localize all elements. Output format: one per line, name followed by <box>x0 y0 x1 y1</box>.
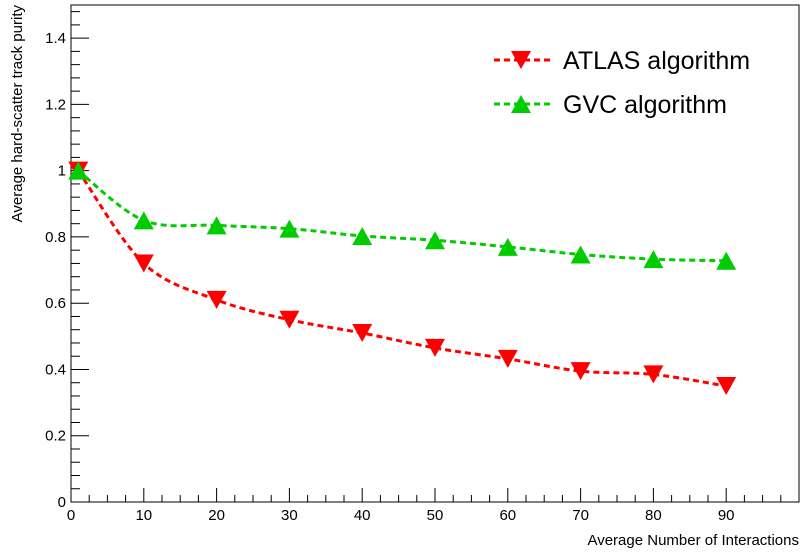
data-point <box>279 219 300 238</box>
x-tick-label: 40 <box>354 507 371 524</box>
plot-frame <box>70 4 800 503</box>
data-point <box>133 254 154 273</box>
series-layer <box>68 161 737 396</box>
legend-marker-atlas <box>511 51 531 69</box>
axes: 0 10 20 30 40 50 60 70 80 90 0 0.2 0.4 0.6 0.8 1 1.2 1.4 <box>45 11 800 524</box>
y-tick-label: 1.4 <box>45 30 66 47</box>
legend-label-gvc: GVC algorithm <box>563 91 727 119</box>
data-point <box>570 245 591 264</box>
y-tick-label: 0.2 <box>45 428 66 445</box>
x-tick-label: 90 <box>718 507 735 524</box>
x-tick-label: 80 <box>645 507 662 524</box>
x-tick-label: 30 <box>281 507 298 524</box>
x-tick-label: 20 <box>208 507 225 524</box>
data-point <box>279 310 300 329</box>
y-tick-label: 0 <box>58 494 66 511</box>
series-line <box>77 169 727 263</box>
data-point <box>570 362 591 381</box>
data-point <box>425 231 445 250</box>
data-point <box>643 250 664 269</box>
legend: ATLAS algorithm GVC algorithm <box>494 47 750 119</box>
x-tick-label: 60 <box>499 507 516 524</box>
data-point <box>716 377 737 396</box>
x-tick-label: 0 <box>67 507 75 524</box>
data-point <box>133 211 154 230</box>
y-tick-label: 1.2 <box>45 96 66 113</box>
y-axis-title: Average hard-scatter track purity <box>9 5 26 223</box>
series-atlas <box>68 161 737 396</box>
data-point <box>352 324 373 343</box>
data-point <box>352 226 373 245</box>
data-point <box>68 161 89 180</box>
data-point <box>206 216 227 235</box>
legend-marker-gvc <box>511 95 531 113</box>
series-line <box>77 169 727 388</box>
data-point <box>643 365 664 384</box>
y-tick-label: 0.8 <box>45 229 66 246</box>
y-tick-label: 1 <box>58 163 66 180</box>
y-tick-label: 0.6 <box>45 295 66 312</box>
legend-entry-gvc: GVC algorithm <box>494 91 727 119</box>
x-tick-label: 10 <box>135 507 152 524</box>
series-gvc <box>68 161 737 270</box>
x-tick-label: 70 <box>572 507 589 524</box>
legend-label-atlas: ATLAS algorithm <box>563 47 750 75</box>
data-point <box>716 251 737 270</box>
data-point <box>206 290 227 309</box>
data-point <box>425 338 445 357</box>
x-tick-label: 50 <box>427 507 444 524</box>
plot-frame-layer <box>70 4 800 503</box>
data-point <box>497 349 518 368</box>
legend-entry-atlas: ATLAS algorithm <box>494 47 750 75</box>
y-tick-label: 0.4 <box>45 361 66 378</box>
data-point <box>497 237 518 256</box>
x-axis-title: Average Number of Interactions <box>587 532 799 549</box>
